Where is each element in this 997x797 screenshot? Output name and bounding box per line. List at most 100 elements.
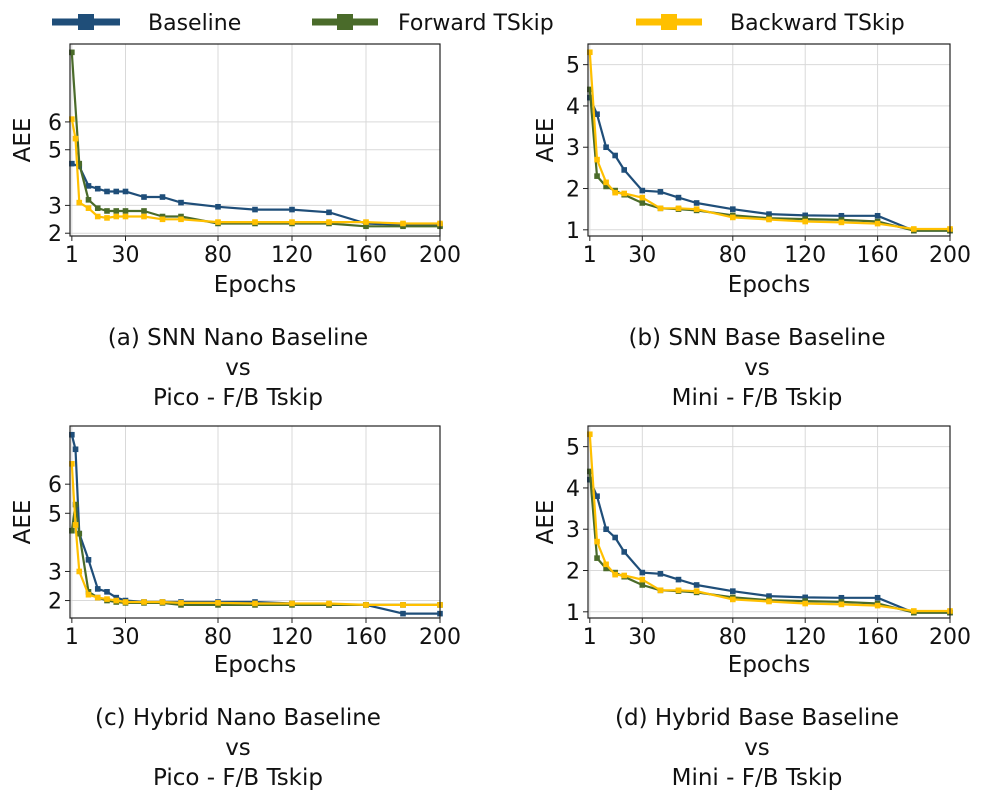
x-tick-label: 120: [271, 625, 313, 650]
x-tick-label: 200: [929, 625, 971, 650]
x-tick-label: 1: [65, 243, 79, 268]
chart-panel-b: 1 30 80 120 160 200 1 2 3 4 5 AEE Epochs (b) SNN Base…: [533, 43, 971, 411]
x-axis-label: Epochs: [728, 272, 810, 298]
data-point: [252, 206, 258, 213]
data-point: [639, 582, 646, 588]
data-point: [587, 49, 593, 56]
data-point: [874, 602, 881, 609]
data-point: [621, 190, 627, 197]
data-point: [113, 213, 120, 220]
x-tick-label: 30: [112, 625, 140, 650]
plot-frame: [69, 425, 441, 619]
x-tick-label: 160: [857, 243, 899, 268]
x-tick-label: 120: [271, 243, 313, 268]
data-point: [72, 522, 79, 528]
data-point: [104, 215, 110, 221]
data-point: [178, 600, 184, 606]
x-tick-label: 200: [419, 243, 461, 268]
data-point: [215, 219, 221, 225]
legend: Baseline Forward TSkip Backward TSkip: [52, 11, 905, 36]
data-point: [94, 205, 101, 211]
series-line-forward-tskip: [70, 52, 440, 228]
series-line-baseline: [70, 434, 440, 615]
x-tick-label: 160: [857, 625, 899, 650]
data-point: [766, 211, 772, 217]
data-point: [400, 610, 406, 617]
y-tick-label: 2: [48, 222, 62, 247]
data-point: [612, 152, 618, 159]
data-point: [874, 594, 881, 601]
y-tick-label: 1: [566, 601, 580, 626]
data-point: [594, 493, 600, 499]
data-point: [122, 208, 129, 214]
data-point: [594, 538, 600, 545]
chart-caption: Pico - F/B Tskip: [153, 385, 323, 411]
data-point: [289, 206, 295, 213]
data-point: [113, 594, 120, 601]
y-tick-label: 3: [566, 136, 580, 161]
data-point: [621, 549, 627, 555]
data-point: [621, 167, 627, 173]
chart-caption: vs: [225, 735, 251, 761]
data-point: [594, 555, 600, 561]
data-point: [69, 461, 75, 467]
data-point: [802, 212, 808, 219]
data-point: [69, 527, 75, 534]
data-point: [603, 183, 609, 190]
data-point: [612, 571, 618, 578]
data-point: [69, 49, 75, 56]
chart-caption: (a) SNN Nano Baseline: [108, 325, 368, 351]
chart-caption: vs: [744, 735, 770, 761]
chart-caption: (d) Hybrid Base Baseline: [615, 705, 899, 731]
y-tick-label: 1: [566, 219, 580, 244]
data-point: [159, 194, 166, 200]
series-line-baseline: [588, 479, 950, 614]
y-tick-label: 2: [48, 590, 62, 615]
x-tick-label: 120: [784, 625, 826, 650]
data-point: [141, 208, 147, 214]
legend-label: Baseline: [148, 11, 241, 36]
legend-marker: [78, 14, 94, 30]
y-axis-label: AEE: [10, 118, 36, 163]
data-point: [363, 602, 369, 608]
data-point: [76, 160, 83, 167]
series-line-baseline: [588, 97, 950, 232]
x-tick-label: 80: [204, 243, 232, 268]
y-axis-label: AEE: [10, 500, 36, 545]
data-point: [693, 588, 700, 594]
data-point: [85, 197, 92, 203]
chart-panel-c: 1 30 80 120 160 200 2 3 5 6 AEE Epochs (c) Hybrid Na…: [10, 425, 461, 791]
data-point: [252, 600, 258, 607]
data-point: [675, 205, 682, 212]
x-axis-label: Epochs: [214, 272, 296, 298]
y-tick-label: 5: [566, 436, 580, 461]
data-point: [72, 135, 79, 142]
data-point: [639, 194, 646, 201]
data-point: [587, 468, 593, 475]
data-point: [802, 600, 808, 607]
data-point: [603, 565, 609, 572]
y-tick-label: 2: [566, 178, 580, 203]
data-point: [122, 213, 129, 220]
x-tick-label: 200: [929, 243, 971, 268]
data-point: [802, 594, 808, 601]
x-tick-label: 160: [345, 243, 387, 268]
data-point: [326, 219, 332, 225]
x-tick-label: 160: [345, 625, 387, 650]
data-point: [766, 593, 772, 599]
data-point: [603, 179, 609, 186]
x-tick-label: 1: [65, 625, 79, 650]
data-point: [69, 160, 75, 167]
series-line-backward-tskip: [588, 434, 950, 613]
x-tick-label: 30: [628, 243, 656, 268]
chart-caption: (b) SNN Base Baseline: [628, 325, 885, 351]
data-point: [639, 187, 646, 194]
data-point: [621, 572, 627, 579]
data-point: [594, 111, 600, 117]
data-point: [657, 205, 664, 212]
data-point: [215, 203, 221, 210]
chart-caption: vs: [225, 355, 251, 381]
plot-frame: [587, 425, 951, 619]
data-point: [766, 598, 772, 605]
